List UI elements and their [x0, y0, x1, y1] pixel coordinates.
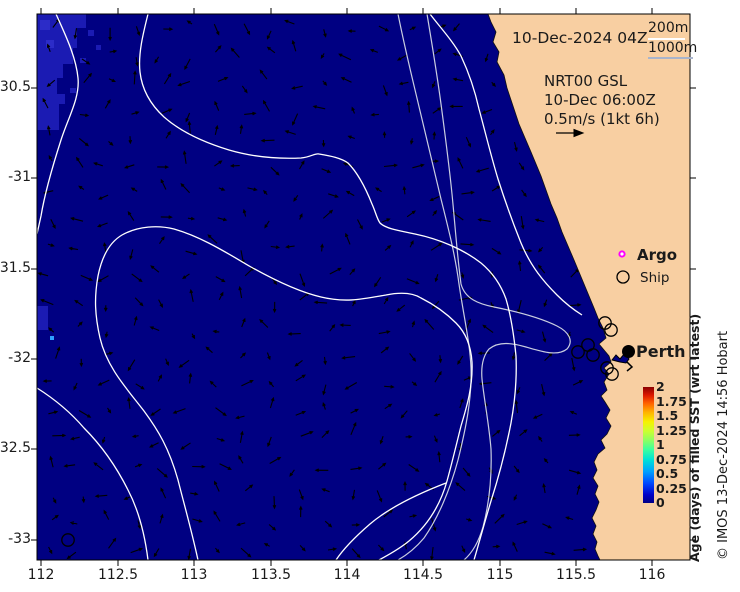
model-time-label: 10-Dec 06:00Z — [544, 91, 656, 109]
colorbar-tick: 1 — [656, 437, 665, 452]
map-date-label: 10-Dec-2024 04Z — [512, 29, 648, 47]
x-tick-label: 114.5 — [402, 567, 444, 583]
y-tick-label: -31 — [8, 169, 31, 185]
colorbar-tick: 0.75 — [656, 451, 687, 467]
colorbar-title: Age (days) of filled SST (wrt latest) — [687, 313, 702, 562]
x-tick-label: 114 — [333, 567, 361, 583]
colorbar-tick: 1.5 — [656, 408, 679, 423]
x-tick-label: 113.5 — [250, 567, 292, 583]
colorbar-tick: 0.25 — [656, 480, 687, 496]
ship-marker — [605, 367, 619, 381]
model-scale-label: 0.5m/s (1kt 6h) — [544, 110, 660, 128]
y-tick-label: 30.5 — [0, 79, 31, 95]
axis-tick-marks — [31, 8, 696, 566]
y-tick-label: -32 — [8, 350, 31, 366]
depth-200m-line — [648, 38, 685, 40]
velocity-scale-arrow — [556, 128, 585, 138]
ship-marker — [586, 348, 600, 362]
x-tick-label: 112 — [27, 567, 55, 583]
bathymetry-200m-contours — [36, 13, 583, 561]
colorbar — [643, 387, 654, 503]
x-tick-label: 116 — [638, 567, 666, 583]
ship-marker — [604, 323, 618, 337]
depth-200m-label: 200m — [648, 20, 689, 36]
ship-marker — [571, 345, 585, 359]
y-tick-label: -33 — [8, 531, 31, 547]
ship-legend-marker — [616, 270, 630, 284]
credit-text: © IMOS 13-Dec-2024 14:56 Hobart — [716, 330, 731, 560]
perth-city-dot — [622, 345, 635, 358]
y-tick-label: -32.5 — [0, 440, 31, 456]
colorbar-tick: 2 — [656, 379, 665, 394]
depth-1000m-label: 1000m — [648, 40, 698, 56]
x-tick-label: 112.5 — [97, 567, 139, 583]
argo-legend-label: Argo — [637, 246, 678, 264]
axis-box — [36, 13, 691, 561]
x-tick-label: 113 — [180, 567, 208, 583]
perth-city-label: Perth — [636, 342, 686, 361]
y-tick-label: -31.5 — [0, 260, 31, 276]
colorbar-tick: 1.75 — [656, 393, 687, 409]
colorbar-tick: 1.25 — [656, 422, 687, 438]
x-tick-label: 115.5 — [555, 567, 597, 583]
argo-legend-marker — [618, 250, 626, 258]
colorbar-tick: 0.5 — [656, 466, 679, 481]
ship-legend-label: Ship — [640, 270, 670, 286]
x-tick-label: 115 — [486, 567, 514, 583]
model-name-label: NRT00 GSL — [544, 72, 628, 90]
aged-sst-patch — [37, 14, 101, 340]
ship-marker — [61, 533, 75, 547]
depth-1000m-line — [648, 57, 693, 59]
colorbar-tick: 0 — [656, 495, 665, 510]
swan-river-tail — [626, 361, 634, 372]
land-western-australia — [487, 13, 691, 561]
ship-observation-markers — [61, 316, 619, 547]
bathymetry-1000m-contours — [397, 13, 571, 561]
